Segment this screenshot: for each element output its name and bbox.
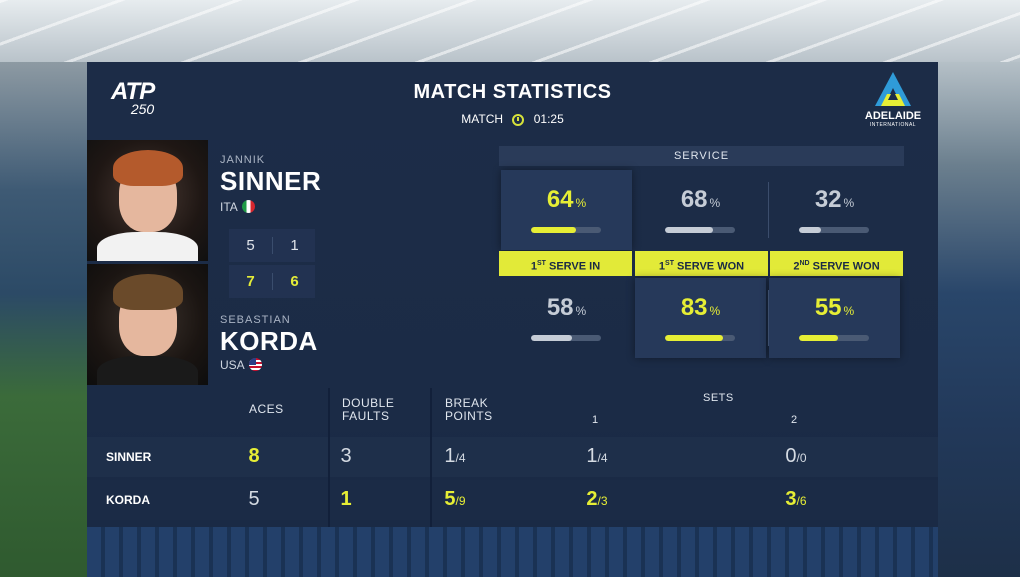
col-double-faults: DOUBLE FAULTS bbox=[342, 396, 395, 423]
player-country: USA bbox=[220, 358, 262, 372]
set1-break-value: 1/4 bbox=[586, 445, 608, 467]
column-separator bbox=[328, 388, 330, 527]
stat-bar bbox=[531, 227, 601, 233]
stat-value: 68% bbox=[680, 186, 721, 213]
set-scores-sinner: 5 1 bbox=[229, 229, 315, 262]
stadium-seats bbox=[87, 527, 938, 577]
stat-bar bbox=[665, 227, 735, 233]
adelaide-a-icon bbox=[875, 72, 911, 106]
set2-break-value: 3/6 bbox=[785, 488, 807, 510]
stat-value: 83% bbox=[680, 294, 721, 321]
row-player-name: SINNER bbox=[106, 450, 152, 464]
player-last-name: KORDA bbox=[220, 326, 318, 356]
aces-value: 5 bbox=[248, 488, 260, 510]
stadium-right bbox=[938, 62, 1020, 577]
match-timer: MATCH 01:25 bbox=[87, 112, 938, 126]
table-row: SINNER 8 3 1/4 1/4 0/0 bbox=[87, 437, 938, 477]
player-photo-korda bbox=[87, 264, 208, 385]
panel-header: ATP 250 MATCH STATISTICS MATCH 01:25 ADE… bbox=[87, 62, 938, 140]
stat-cell-sinner-first-serve-won: 68% bbox=[635, 170, 766, 250]
stat-bar bbox=[531, 335, 601, 341]
player-photo-sinner bbox=[87, 140, 208, 261]
row-player-name: KORDA bbox=[106, 493, 150, 507]
italy-flag-icon bbox=[241, 200, 255, 213]
set2-break-value: 0/0 bbox=[785, 445, 807, 467]
label-first-serve-in: 1ST SERVE IN bbox=[499, 251, 632, 276]
set-score: 1 bbox=[272, 237, 316, 254]
stat-value: 58% bbox=[546, 294, 587, 321]
match-label: MATCH bbox=[461, 112, 504, 126]
set1-break-value: 2/3 bbox=[586, 488, 608, 510]
set-score: 5 bbox=[246, 237, 255, 254]
stat-cell-sinner-first-serve-in: 64% bbox=[501, 170, 632, 250]
player-first-name: SEBASTIAN bbox=[220, 314, 291, 326]
stadium-left bbox=[0, 62, 87, 577]
stat-cell-sinner-second-serve-won: 32% bbox=[769, 170, 900, 250]
col-set-2: 2 bbox=[791, 414, 798, 426]
match-statistics-panel: ATP 250 MATCH STATISTICS MATCH 01:25 ADE… bbox=[87, 62, 938, 527]
stat-value: 64% bbox=[546, 186, 587, 213]
divider bbox=[768, 182, 769, 238]
label-first-serve-won: 1ST SERVE WON bbox=[635, 251, 768, 276]
match-time: 01:25 bbox=[533, 112, 564, 126]
divider bbox=[768, 290, 769, 346]
stat-bar bbox=[665, 335, 735, 341]
set-score: 6 bbox=[272, 273, 316, 290]
col-break-points: BREAK POINTS bbox=[445, 396, 493, 423]
stat-value: 32% bbox=[814, 186, 855, 213]
table-header: ACES DOUBLE FAULTS BREAK POINTS SETS 1 2 bbox=[87, 388, 938, 432]
col-aces: ACES bbox=[249, 402, 284, 416]
atp-logo: ATP 250 bbox=[111, 78, 155, 117]
set-scores-korda: 7 6 bbox=[229, 265, 315, 298]
stat-bar bbox=[799, 335, 869, 341]
double-faults-value: 3 bbox=[340, 445, 352, 467]
column-separator bbox=[430, 388, 432, 527]
player-country: ITA bbox=[220, 200, 255, 214]
stat-cell-korda-second-serve-won: 55% bbox=[769, 278, 900, 358]
player-last-name: SINNER bbox=[220, 166, 322, 196]
stat-cell-korda-first-serve-in: 58% bbox=[501, 278, 632, 358]
service-header: SERVICE bbox=[499, 146, 904, 166]
adelaide-logo: ADELAIDE INTERNATIONAL bbox=[857, 70, 929, 128]
label-second-serve-won: 2ND SERVE WON bbox=[770, 251, 903, 276]
double-faults-value: 1 bbox=[340, 488, 352, 510]
stat-bar bbox=[799, 227, 869, 233]
player-first-name: JANNIK bbox=[220, 154, 266, 166]
col-set-1: 1 bbox=[592, 414, 599, 426]
table-row: KORDA 5 1 5/9 2/3 3/6 bbox=[87, 480, 938, 520]
usa-flag-icon bbox=[248, 358, 262, 371]
stat-value: 55% bbox=[814, 294, 855, 321]
clock-icon bbox=[512, 114, 525, 126]
break-points-value: 5/9 bbox=[444, 488, 466, 510]
set-score: 7 bbox=[246, 273, 255, 290]
break-points-value: 1/4 bbox=[444, 445, 466, 467]
aces-value: 8 bbox=[248, 445, 260, 467]
page-title: MATCH STATISTICS bbox=[413, 81, 612, 103]
stat-cell-korda-first-serve-won: 83% bbox=[635, 278, 766, 358]
col-sets: SETS bbox=[703, 392, 734, 404]
stadium-roof bbox=[0, 0, 1020, 62]
